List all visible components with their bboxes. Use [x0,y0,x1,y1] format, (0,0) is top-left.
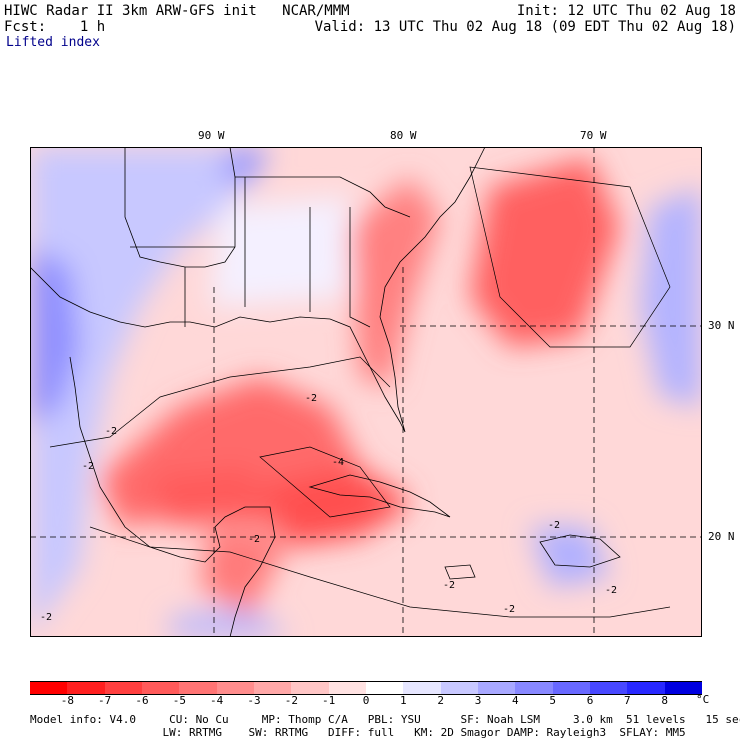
state-borders-west [124,147,236,268]
colorbar-swatch [515,681,554,695]
state-borders-texas-louisiana [130,246,235,327]
unstable-core-west-gulf [150,467,270,527]
footer-model-physics: LW: RRTMG SW: RRTMG DIFF: full KM: 2D Sm… [30,726,686,739]
us-gulf-atlantic-coastline [30,147,486,433]
colorbar-swatch [366,681,404,695]
contour-label: -2 [548,520,560,531]
colorbar-tick-label: 5 [549,694,556,707]
colorbar-swatch [627,681,666,695]
colorbar-tick-label: 4 [512,694,519,707]
stable-region-south [170,607,290,637]
colorbar-unit: °C [696,693,710,706]
colorbar-tick-label: -2 [284,694,298,707]
colorbar-swatch [440,681,479,695]
neutral-region-southeast-us [210,197,350,307]
field-name: Lifted index [6,35,100,50]
init-time: Init: 12 UTC Thu 02 Aug 18 [516,3,736,19]
lat-label-30n: 30 N [708,319,735,332]
cuba-outline [308,474,451,518]
colorbar-tick-label: -4 [210,694,224,707]
contour-label: -2 [605,585,617,596]
colorbar-tick-label: -6 [135,694,149,707]
colorbar-tick-label: 0 [362,694,370,707]
colorbar-tick-label: 1 [400,694,407,707]
forecast-hour: Fcst: 1 h [4,19,106,35]
unstable-region-atlantic [470,157,620,347]
stable-region-hispaniola [530,527,610,587]
contour-label: -2 [82,461,94,472]
contour-label: -2 [248,534,260,545]
contour-label: -4 [332,457,344,468]
stable-core-west [30,247,80,427]
lat-label-20n: 20 N [708,530,735,543]
colorbar-swatch [590,681,628,695]
state-borders-southeast [235,176,411,328]
colorbar-tick-label: -7 [98,694,112,707]
stable-core-north [220,147,270,187]
lon-label-80w: 80 W [390,129,417,142]
footer-model-info: Model info: V4.0 CU: No Cu MP: Thomp C/A… [30,713,740,726]
unstable-region-florida [350,177,440,387]
mexico-coastline [69,356,276,637]
unstable-region-yucatan [200,527,290,617]
colorbar-swatch [142,681,180,695]
contour-label: -2 [40,612,52,623]
stable-region-west [30,147,250,637]
colorbar-tick-label: -1 [322,694,336,707]
colorbar-tick-label: 8 [661,694,668,707]
valid-time: Valid: 13 UTC Thu 02 Aug 18 (09 EDT Thu … [314,19,736,35]
contour-minus4 [259,446,391,518]
colorbar-tick-label: -8 [60,694,74,707]
colorbar-swatch [30,681,68,695]
map-frame [30,147,702,637]
colorbar-swatch [478,681,516,695]
colorbar-swatch [403,681,442,695]
colorbar-swatch [216,681,255,695]
colorbar-swatch [328,681,367,695]
jamaica-outline [444,564,476,580]
contour-minus2-north [49,356,391,448]
contour-minus2-atlantic [469,166,671,348]
contour-label: -2 [305,393,317,404]
colorbar-swatch [254,681,292,695]
colorbar-tick-label: 2 [437,694,444,707]
colorbar-tick-label: 6 [586,694,594,707]
colorbar-tick-label: 3 [474,694,482,707]
colorbar-swatch [179,681,218,695]
contour-label: -2 [443,580,455,591]
hispaniola-outline [539,534,621,568]
colorbar-swatch [552,681,591,695]
unstable-core-gulf [260,467,410,547]
contour-label: -2 [503,604,515,615]
colorbar-tick-label: -3 [247,694,261,707]
lifted-index-map: -2 -2 -4 -2 -2 -2 -2 -2 -2 -2 [30,147,702,637]
product-title: HIWC Radar II 3km ARW-GFS init NCAR/MMM [4,3,350,19]
stable-region-east [640,187,702,407]
colorbar-swatch [104,681,143,695]
colorbar-tick-label: 7 [624,694,631,707]
colorbar-swatch [291,681,330,695]
contour-minus2-south [89,526,671,618]
lon-label-70w: 70 W [580,129,607,142]
lon-label-90w: 90 W [198,129,225,142]
colorbar-tick-label: -5 [172,694,186,707]
colorbar-swatch [664,681,703,695]
contour-label: -2 [105,426,117,437]
colorbar-swatch [67,681,106,695]
